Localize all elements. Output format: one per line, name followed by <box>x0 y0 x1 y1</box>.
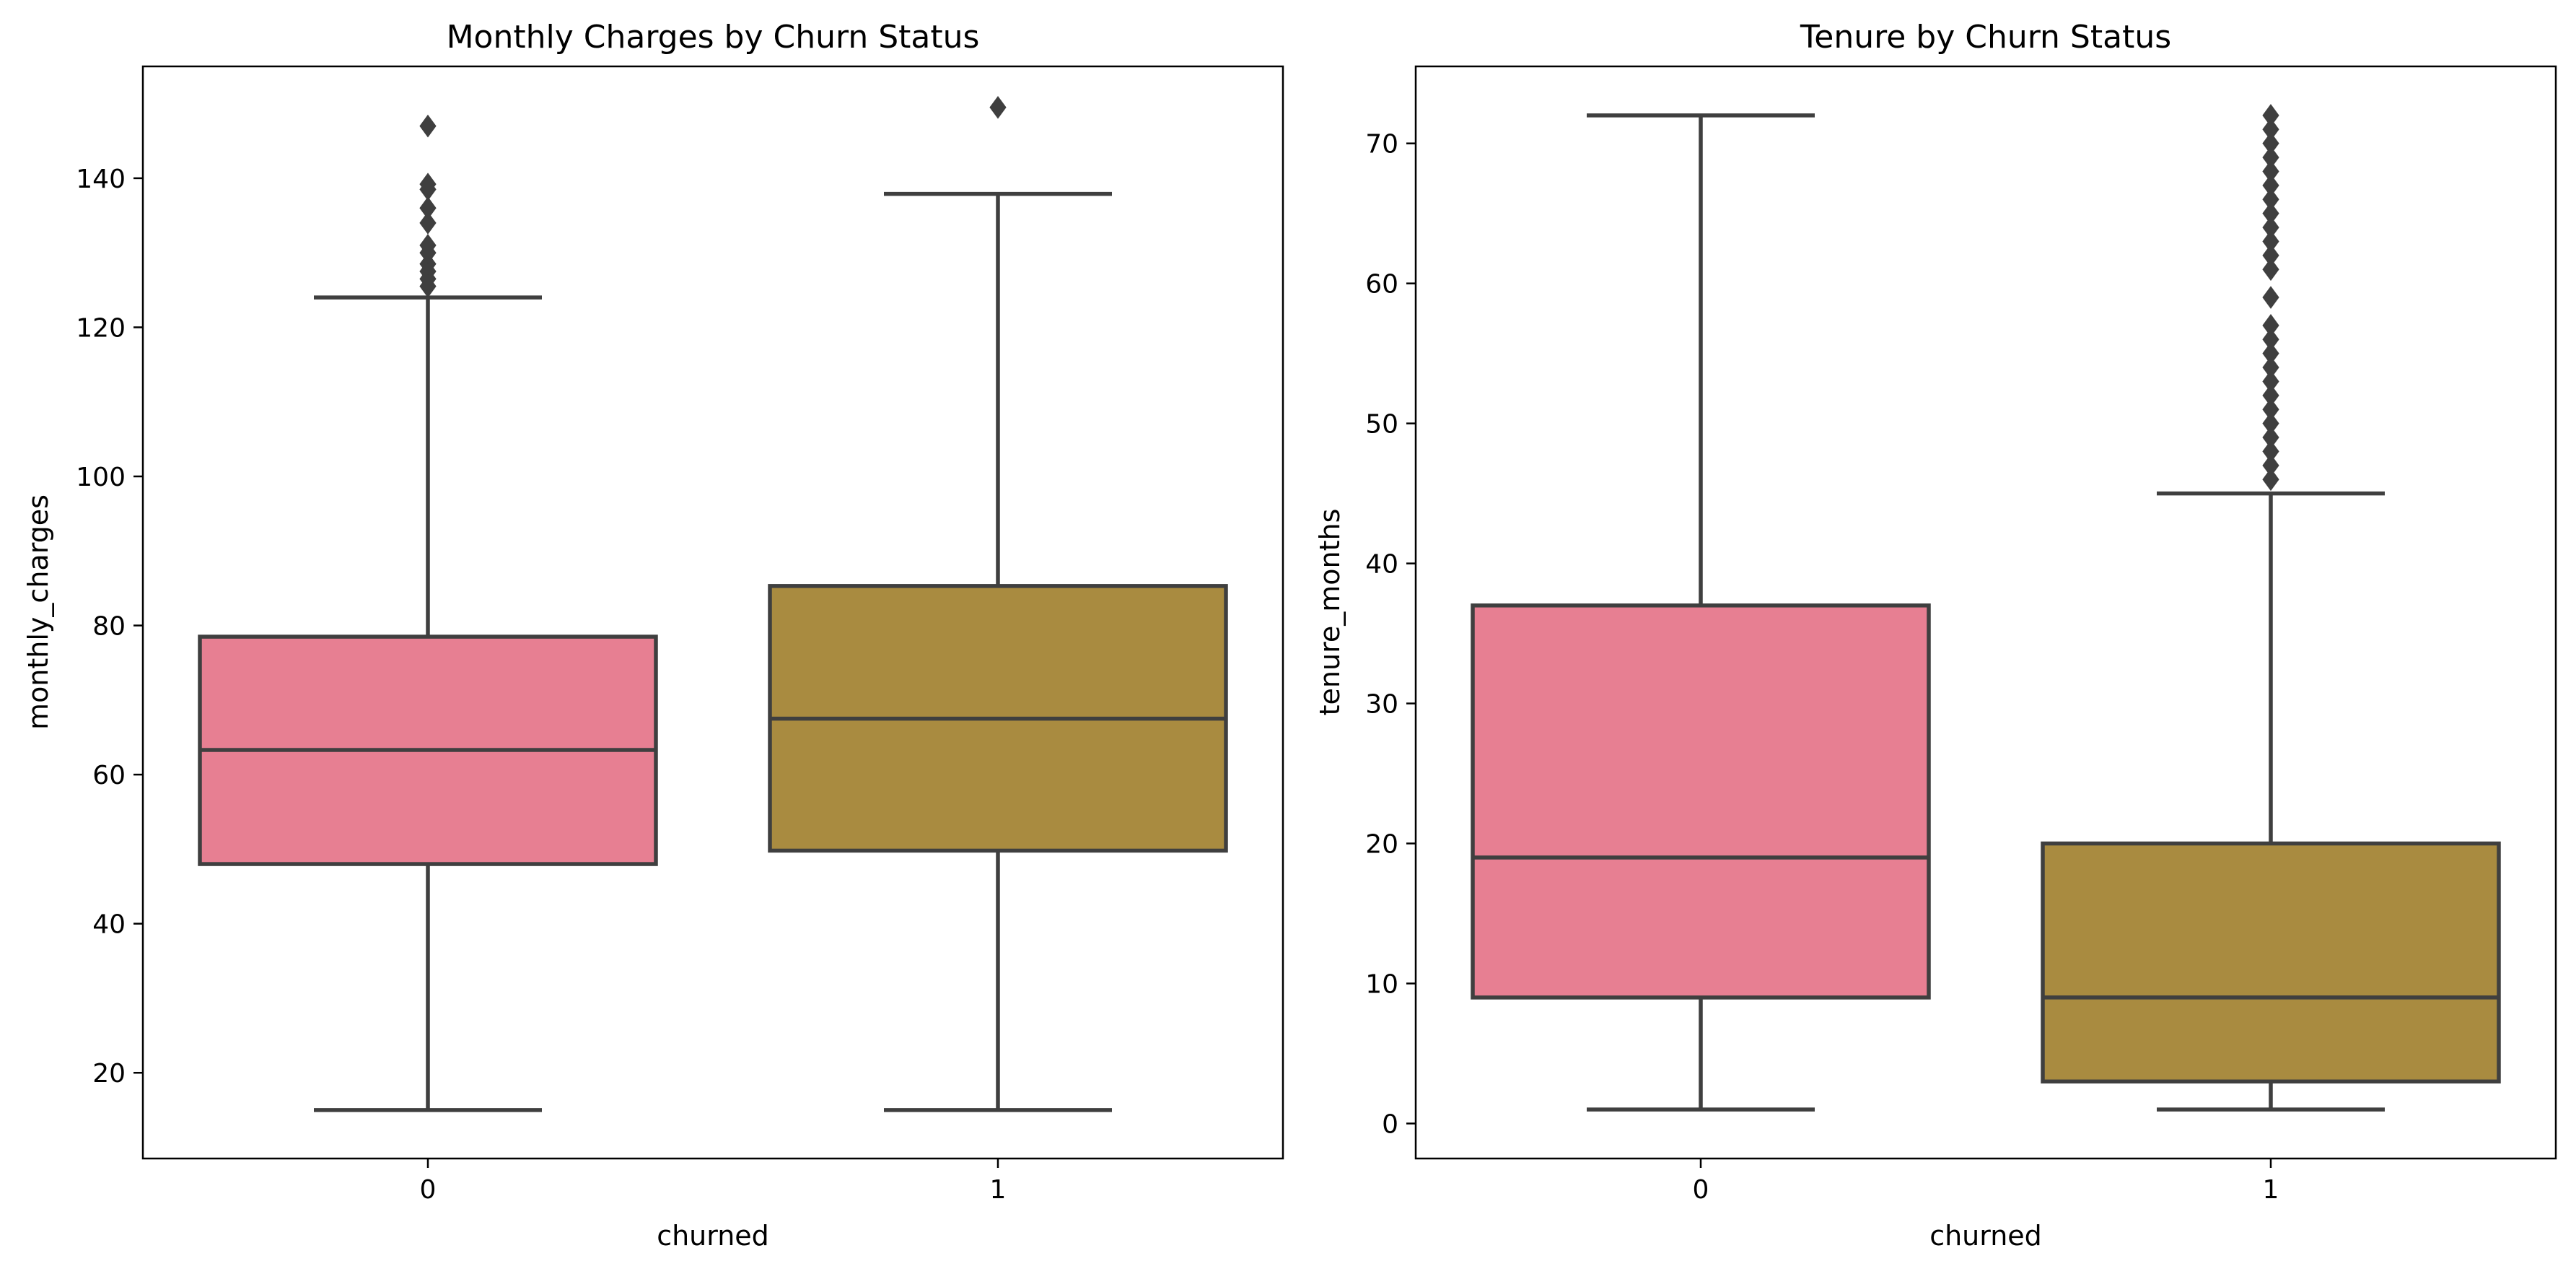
outlier-point <box>2262 160 2279 183</box>
outlier-point <box>2262 426 2279 449</box>
outlier-point <box>419 211 437 235</box>
outlier-point <box>2262 328 2279 352</box>
monthly-charges-panel: Monthly Charges by Churn Status 20 40 60 80… <box>22 19 1284 1252</box>
outlier-point <box>2262 370 2279 393</box>
outlier-point <box>2262 244 2279 267</box>
tenure-y-tick-label: 10 <box>1365 970 1398 1000</box>
tenure-y-tick-label: 30 <box>1365 690 1398 720</box>
tenure-x-tick-label: 0 <box>1693 1175 1709 1205</box>
outlier-point <box>419 234 437 257</box>
monthly-charges-y-tick-label: 120 <box>76 313 126 343</box>
monthly-charges-y-axis: 20 40 60 80 100 120 140 <box>76 165 143 1088</box>
tenure-y-tick-label: 0 <box>1382 1110 1398 1140</box>
tenure-y-axis: 0 10 20 30 40 50 60 70 <box>1365 130 1416 1140</box>
tenure-chart-title: Tenure by Churn Status <box>1800 19 2171 56</box>
outlier-point <box>419 173 437 196</box>
outlier-point <box>2262 201 2279 225</box>
outlier-point <box>2262 453 2279 477</box>
monthly-charges-y-axis-label: monthly_charges <box>22 494 54 730</box>
outlier-point <box>2262 468 2279 492</box>
outlier-point <box>2262 341 2279 365</box>
monthly-charges-axes-frame <box>141 65 1284 1160</box>
monthly-charges-y-tick-label: 100 <box>76 463 126 492</box>
outlier-point <box>2262 383 2279 407</box>
outlier-point <box>2262 411 2279 435</box>
tenure-y-tick-label: 40 <box>1365 550 1398 580</box>
monthly-charges-x-axis-label: churned <box>657 1220 769 1252</box>
interquartile-box <box>2041 841 2501 1084</box>
tenure-y-tick-label: 50 <box>1365 410 1398 440</box>
tenure-box-0 <box>1471 113 1931 1112</box>
outlier-point <box>2262 286 2279 309</box>
monthly-charges-x-tick-label: 1 <box>990 1175 1007 1205</box>
outlier-point <box>989 95 1007 119</box>
outlier-point <box>2262 104 2279 127</box>
outlier-point <box>2262 146 2279 169</box>
outlier-point <box>2262 188 2279 211</box>
tenure-plot-area <box>1471 104 2501 1112</box>
outlier-point <box>2262 356 2279 379</box>
outlier-point <box>2262 118 2279 141</box>
tenure-x-axis-label: churned <box>1929 1220 2042 1252</box>
outlier-point <box>2262 440 2279 463</box>
monthly-charges-y-tick-label: 140 <box>76 165 126 194</box>
outlier-point <box>2262 230 2279 253</box>
monthly-charges-y-tick-label: 40 <box>92 910 126 940</box>
tenure-y-tick-label: 60 <box>1365 270 1398 300</box>
interquartile-box <box>1471 603 1931 1000</box>
tenure-box-1 <box>2041 104 2501 1112</box>
outlier-point <box>419 196 437 220</box>
outlier-point <box>2262 258 2279 282</box>
tenure-y-axis-label: tenure_months <box>1314 509 1346 716</box>
outlier-point <box>2262 131 2279 155</box>
monthly-charges-y-tick-label: 60 <box>92 761 126 790</box>
tenure-y-tick-label: 20 <box>1365 830 1398 860</box>
tenure-x-tick-label: 1 <box>2263 1175 2279 1205</box>
outlier-point <box>2262 216 2279 239</box>
monthly-charges-chart-title: Monthly Charges by Churn Status <box>447 19 980 56</box>
outlier-point <box>2262 174 2279 197</box>
outlier-point <box>419 114 437 138</box>
tenure-y-tick-label: 70 <box>1365 130 1398 160</box>
monthly-charges-y-tick-label: 20 <box>92 1059 126 1088</box>
monthly-charges-box-1 <box>768 95 1228 1112</box>
monthly-charges-y-tick-label: 80 <box>92 612 126 642</box>
monthly-charges-box-0 <box>198 114 658 1112</box>
outlier-point <box>2262 314 2279 337</box>
monthly-charges-plot-area <box>198 95 1228 1112</box>
outlier-point <box>2262 398 2279 422</box>
tenure-axes-frame <box>1414 65 2557 1160</box>
monthly-charges-x-tick-label: 0 <box>420 1175 437 1205</box>
